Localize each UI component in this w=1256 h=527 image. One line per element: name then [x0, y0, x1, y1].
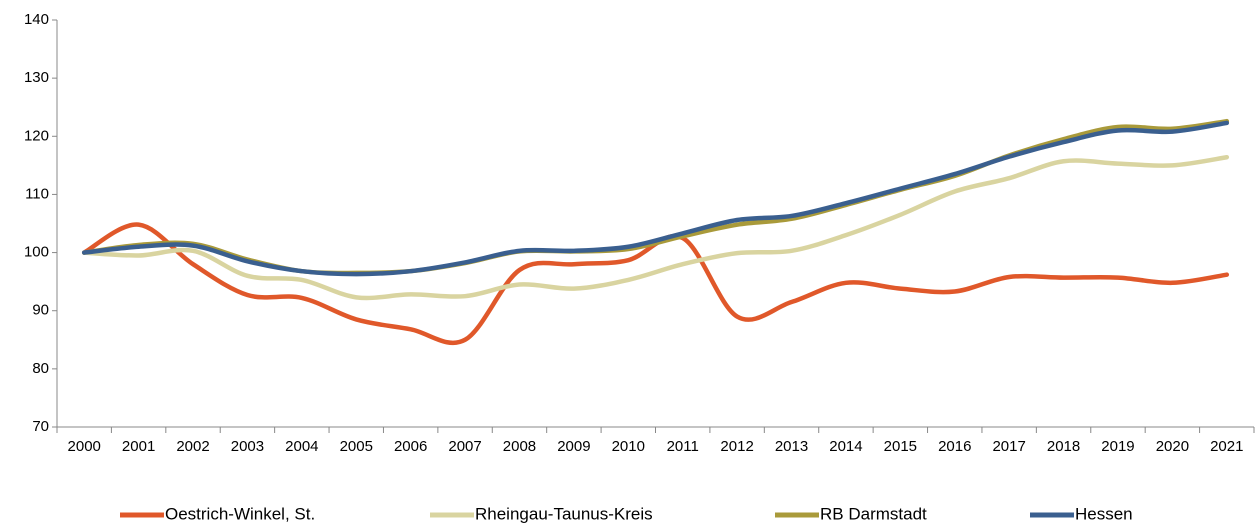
x-tick-label: 2001 — [122, 438, 155, 455]
x-tick-label: 2011 — [667, 438, 699, 455]
y-tick-label: 110 — [25, 185, 49, 202]
x-tick-label: 2003 — [231, 438, 264, 455]
x-tick-label: 2019 — [1101, 438, 1134, 455]
x-tick-label: 2007 — [448, 438, 481, 455]
x-tick-label: 2009 — [557, 438, 590, 455]
series-line — [81, 154, 1230, 301]
y-tick-label: 70 — [32, 418, 49, 435]
y-tick-label: 120 — [24, 127, 49, 144]
x-tick-label: 2008 — [503, 438, 536, 455]
x-tick-label: 2004 — [285, 438, 318, 455]
x-tick-label: 2014 — [829, 438, 862, 455]
y-tick-label: 90 — [32, 302, 49, 319]
y-tick-label: 140 — [24, 11, 49, 28]
x-tick-label: 2021 — [1210, 438, 1243, 455]
x-tick-label: 2018 — [1047, 438, 1080, 455]
x-tick-label: 2002 — [176, 438, 209, 455]
x-tick-label: 2013 — [775, 438, 808, 455]
series-line — [81, 120, 1230, 277]
x-tick-label: 2015 — [884, 438, 917, 455]
x-tick-label: 2016 — [938, 438, 971, 455]
legend-label: Hessen — [1075, 504, 1133, 523]
legend-label: Oestrich-Winkel, St. — [165, 504, 315, 523]
y-tick-label: 80 — [32, 360, 49, 377]
x-tick-label: 2017 — [992, 438, 1025, 455]
x-tick-label: 2020 — [1156, 438, 1189, 455]
x-tick-label: 2000 — [68, 438, 101, 455]
y-tick-label: 100 — [24, 244, 49, 261]
legend-label: Rheingau-Taunus-Kreis — [475, 504, 653, 523]
x-tick-label: 2010 — [612, 438, 645, 455]
y-tick-label: 130 — [24, 69, 49, 86]
x-tick-label: 2005 — [340, 438, 373, 455]
x-tick-label: 2012 — [720, 438, 753, 455]
x-tick-label: 2006 — [394, 438, 427, 455]
legend-label: RB Darmstadt — [820, 504, 927, 523]
